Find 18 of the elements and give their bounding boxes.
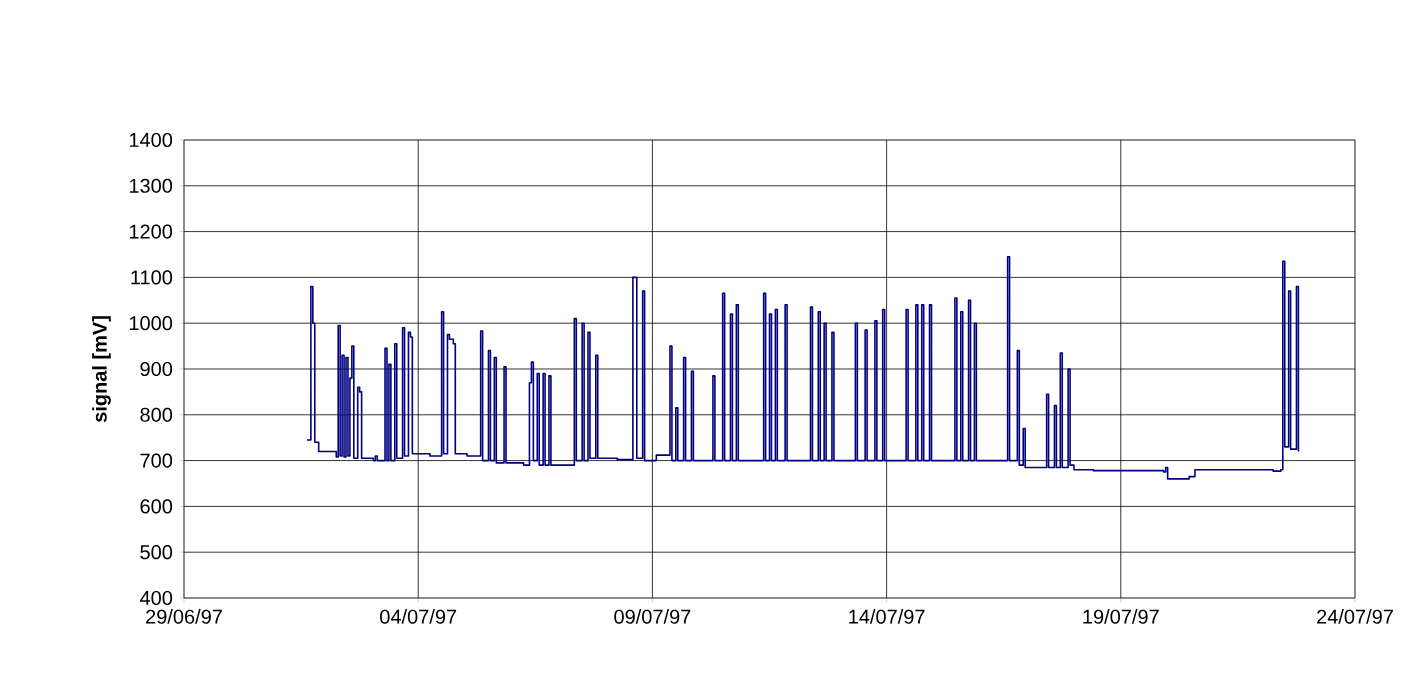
x-tick-label: 09/07/97 — [614, 609, 691, 624]
y-tick-label: 700 — [140, 453, 173, 468]
y-tick-label: 500 — [140, 545, 173, 560]
x-tick-label: 29/06/97 — [146, 609, 222, 624]
y-tick-label: 1300 — [129, 178, 173, 193]
y-tick-label: 800 — [140, 407, 173, 422]
x-tick-label: 14/07/97 — [849, 609, 925, 624]
y-tick-label: 1200 — [129, 224, 173, 239]
y-tick-label: 600 — [140, 499, 173, 514]
y-axis-title: signal [mV] — [92, 316, 111, 423]
x-tick-label: 04/07/97 — [380, 609, 457, 624]
y-tick-label: 400 — [139, 590, 173, 606]
y-tick-label: 1400 — [129, 132, 173, 148]
x-tick-label: 19/07/97 — [1083, 609, 1159, 624]
y-tick-label: 1000 — [129, 316, 173, 331]
x-tick-label: 24/07/97 — [1317, 609, 1393, 624]
y-tick-label: 900 — [140, 361, 173, 377]
y-tick-label: 1100 — [131, 270, 173, 285]
